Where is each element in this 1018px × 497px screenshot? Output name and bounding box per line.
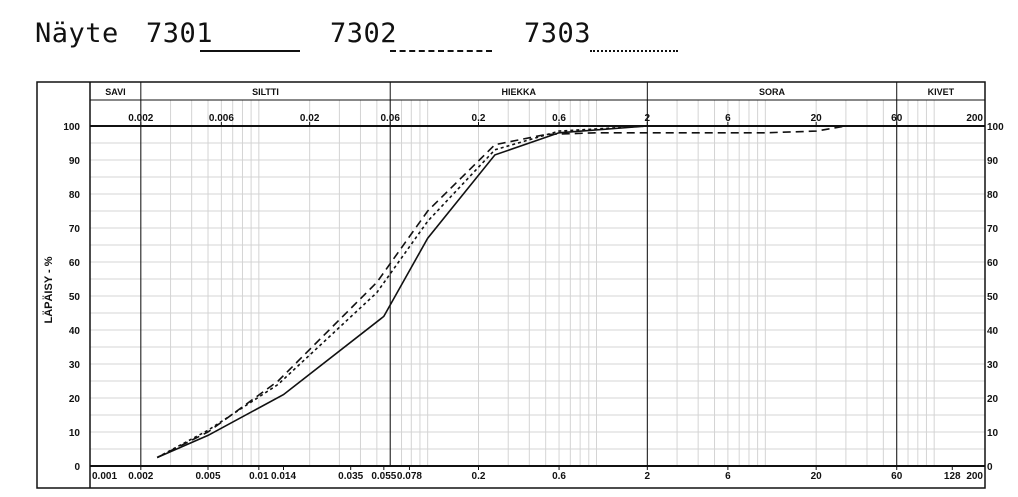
y-tick-label-right: 50	[987, 292, 999, 303]
top-tick-label: 0.2	[472, 113, 486, 124]
bottom-tick-label: 0.035	[338, 471, 363, 482]
y-tick-label-right: 60	[987, 258, 999, 269]
top-tick-label: 0.06	[380, 113, 400, 124]
y-tick-label-left: 20	[69, 394, 81, 405]
y-tick-label-left: 70	[69, 224, 81, 235]
bottom-tick-label: 0.01	[249, 471, 269, 482]
y-tick-label-right: 100	[987, 122, 1004, 133]
top-tick-label: 0.6	[552, 113, 566, 124]
top-tick-label: 200	[966, 113, 983, 124]
y-tick-label-left: 60	[69, 258, 81, 269]
bottom-tick-label: 200	[966, 471, 983, 482]
top-tick-label: 60	[891, 113, 903, 124]
fraction-label: SILTTI	[252, 87, 279, 97]
bottom-tick-label: 0.005	[195, 471, 220, 482]
bottom-tick-label: 128	[944, 471, 961, 482]
y-tick-label-right: 30	[987, 360, 999, 371]
sample-name-1: 7301	[146, 18, 214, 49]
y-tick-label-right: 70	[987, 224, 999, 235]
bottom-tick-label: 0.002	[128, 471, 153, 482]
y-tick-label-right: 40	[987, 326, 999, 337]
legend-line-dashed	[390, 50, 492, 52]
y-tick-label-right: 0	[987, 462, 993, 473]
y-tick-label-right: 10	[987, 428, 999, 439]
bottom-tick-label: 2	[645, 471, 651, 482]
top-tick-label: 0.002	[128, 113, 153, 124]
series-line-7303	[156, 125, 985, 459]
y-tick-label-right: 90	[987, 156, 999, 167]
y-tick-label-right: 20	[987, 394, 999, 405]
fraction-label: HIEKKA	[502, 87, 537, 97]
top-tick-label: 6	[725, 113, 731, 124]
fraction-label: KIVET	[928, 87, 955, 97]
bottom-tick-label: 60	[891, 471, 903, 482]
y-tick-label-left: 40	[69, 326, 81, 337]
top-tick-label: 2	[645, 113, 651, 124]
top-tick-label: 0.006	[209, 113, 234, 124]
y-tick-label-left: 100	[63, 122, 80, 133]
fraction-label: SAVI	[105, 87, 125, 97]
legend-line-dotted	[590, 50, 678, 52]
outer-frame	[36, 81, 986, 489]
top-tick-label: 20	[811, 113, 823, 124]
y-tick-label-left: 30	[69, 360, 81, 371]
y-tick-label-left: 90	[69, 156, 81, 167]
bottom-tick-label: 20	[811, 471, 823, 482]
y-tick-label-left: 10	[69, 428, 81, 439]
y-tick-label-left: 80	[69, 190, 81, 201]
sample-legend-header: Näyte 7301 7302 7303	[0, 0, 1018, 70]
bottom-tick-label: 6	[725, 471, 731, 482]
sample-name-3: 7303	[524, 18, 592, 49]
fraction-bar: SAVI SILTTI HIEKKA SORA KIVET	[105, 82, 955, 466]
grid	[90, 100, 985, 466]
legend-line-solid	[200, 50, 300, 52]
fraction-label: SORA	[759, 87, 786, 97]
sample-name-2: 7302	[330, 18, 398, 49]
bottom-tick-label: 0.2	[472, 471, 486, 482]
y-tick-label-left: 50	[69, 292, 81, 303]
bottom-tick-label: 0.001	[92, 471, 117, 482]
bottom-tick-label: 0.014	[271, 471, 296, 482]
bottom-tick-label: 0.6	[552, 471, 566, 482]
series-line-7301	[156, 125, 985, 459]
top-tick-label: 0.02	[300, 113, 320, 124]
bottom-tick-label: 0.055	[371, 471, 396, 482]
y-tick-label-right: 80	[987, 190, 999, 201]
series-line-7302	[156, 125, 985, 459]
sample-label: Näyte	[35, 18, 119, 49]
y-axis-label: LÄPÄISY - %	[42, 256, 55, 323]
series-lines	[156, 125, 985, 459]
bottom-tick-label: 0.078	[397, 471, 422, 482]
y-tick-label-left: 0	[74, 462, 80, 473]
